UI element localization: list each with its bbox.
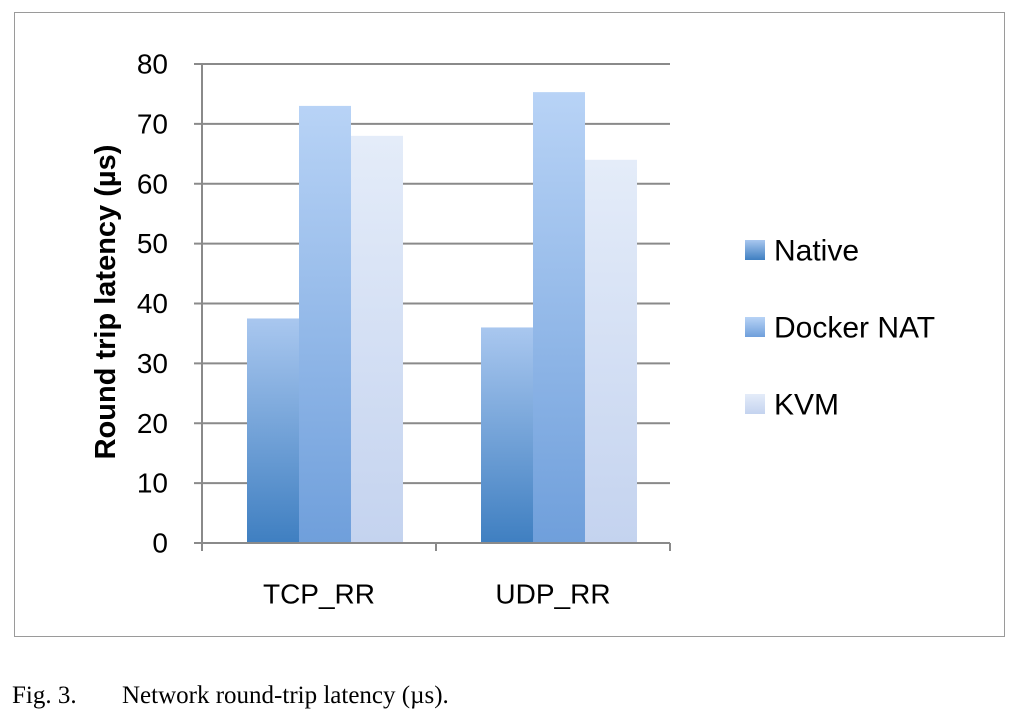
- caption-label: Fig. 3.: [12, 682, 77, 709]
- y-tick-label: 10: [137, 468, 168, 499]
- y-tick-label: 60: [137, 168, 168, 199]
- legend-swatch: [745, 317, 765, 337]
- bar-docker-nat-tcp_rr: [299, 105, 351, 543]
- legend-swatch: [745, 240, 765, 260]
- y-tick-label: 30: [137, 348, 168, 379]
- y-tick-label: 40: [137, 288, 168, 319]
- y-axis-label: Round trip latency (µs): [90, 145, 122, 460]
- bar-chart: 0 10 20 30 40 50 60 70 80 TCP_RR UDP_RR Round tri…: [90, 49, 935, 610]
- legend-label: Docker NAT: [774, 312, 935, 345]
- legend: Native Docker NAT KVM: [745, 235, 935, 422]
- legend-label: Native: [774, 235, 859, 268]
- y-tick-label: 0: [152, 528, 168, 559]
- y-tick-label: 70: [137, 108, 168, 139]
- caption-text: Network round-trip latency (µs).: [122, 682, 449, 709]
- x-tick-label: UDP_RR: [495, 579, 610, 610]
- bar-native-tcp_rr: [247, 318, 299, 543]
- bar-docker-nat-udp_rr: [533, 92, 585, 544]
- axes: [201, 64, 671, 551]
- y-tick-label: 20: [137, 408, 168, 439]
- x-tick-label: TCP_RR: [263, 579, 375, 610]
- bars: [247, 92, 637, 544]
- y-tick-label: 50: [137, 228, 168, 259]
- legend-swatch: [745, 394, 765, 414]
- bar-kvm-udp_rr: [585, 159, 637, 544]
- x-tick-labels: TCP_RR UDP_RR: [263, 579, 611, 610]
- bar-kvm-tcp_rr: [351, 135, 403, 543]
- figure-caption: Fig. 3. Network round-trip latency (µs).: [12, 682, 449, 710]
- y-tick-labels: 0 10 20 30 40 50 60 70 80: [137, 49, 168, 559]
- bar-native-udp_rr: [481, 327, 533, 543]
- y-tick-label: 80: [137, 49, 168, 80]
- legend-label: KVM: [774, 389, 839, 422]
